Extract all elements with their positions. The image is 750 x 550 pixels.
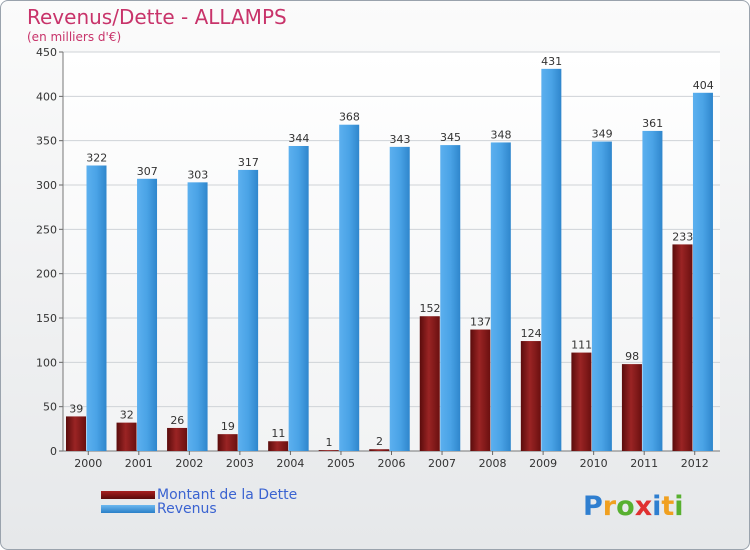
- bar-dette: [419, 316, 440, 451]
- legend-swatch-revenus: [101, 505, 155, 513]
- bar-revenus: [642, 130, 663, 451]
- y-tick-label: 50: [43, 401, 57, 414]
- data-label-revenus: 343: [389, 133, 410, 146]
- bar-dette: [571, 352, 592, 451]
- x-tick-label: 2009: [529, 457, 557, 470]
- data-label-dette: 1: [325, 436, 332, 449]
- bar-revenus: [692, 92, 713, 451]
- x-tick-label: 2006: [378, 457, 406, 470]
- y-tick-label: 400: [36, 90, 57, 103]
- y-tick-label: 350: [36, 135, 57, 148]
- y-tick-label: 250: [36, 223, 57, 236]
- bar-dette: [520, 341, 541, 451]
- y-tick-label: 150: [36, 312, 57, 325]
- data-label-dette: 32: [120, 409, 134, 422]
- data-label-dette: 98: [625, 350, 639, 363]
- logo-letter: o: [616, 491, 635, 522]
- y-tick-label: 450: [36, 46, 57, 59]
- data-label-revenus: 348: [491, 128, 512, 141]
- x-tick-label: 2008: [479, 457, 507, 470]
- data-label-dette: 233: [672, 230, 693, 243]
- data-label-dette: 152: [420, 302, 441, 315]
- x-tick-label: 2012: [681, 457, 709, 470]
- bar-revenus: [490, 142, 511, 451]
- x-tick-label: 2007: [428, 457, 456, 470]
- bar-revenus: [187, 182, 208, 451]
- bar-dette: [318, 450, 339, 451]
- logo-letter: P: [583, 491, 603, 522]
- chart-subtitle: (en milliers d'€): [27, 30, 122, 44]
- bar-revenus: [238, 169, 259, 451]
- proxiti-logo: Proxiti: [583, 491, 684, 522]
- data-label-revenus: 307: [137, 165, 158, 178]
- bar-revenus: [591, 141, 612, 451]
- bar-dette: [621, 364, 642, 451]
- legend-item-revenus: Revenus: [101, 501, 217, 517]
- y-tick-label: 0: [50, 445, 57, 458]
- legend-label-revenus: Revenus: [157, 501, 217, 517]
- x-tick-label: 2003: [226, 457, 254, 470]
- data-label-dette: 137: [470, 316, 491, 329]
- legend-label-dette: Montant de la Dette: [157, 487, 298, 503]
- data-label-revenus: 317: [238, 156, 259, 169]
- data-label-dette: 111: [571, 339, 592, 352]
- data-label-dette: 39: [69, 402, 83, 415]
- bar-revenus: [541, 68, 562, 451]
- x-tick-label: 2004: [276, 457, 304, 470]
- bar-dette: [66, 416, 86, 451]
- bar-revenus: [137, 178, 158, 451]
- bar-revenus: [440, 145, 461, 451]
- data-label-dette: 124: [521, 327, 542, 340]
- data-label-revenus: 404: [693, 79, 714, 92]
- data-label-dette: 26: [170, 414, 184, 427]
- legend-item-dette: Montant de la Dette: [101, 487, 297, 503]
- x-tick-label: 2001: [125, 457, 153, 470]
- bar-revenus: [288, 145, 309, 451]
- x-tick-label: 2010: [580, 457, 608, 470]
- data-label-dette: 2: [376, 435, 383, 448]
- y-tick-label: 200: [36, 268, 57, 281]
- data-label-revenus: 431: [541, 55, 562, 68]
- data-label-dette: 19: [221, 420, 235, 433]
- logo-letter: t: [661, 491, 675, 522]
- data-label-revenus: 303: [187, 168, 208, 181]
- y-tick-label: 300: [36, 179, 57, 192]
- x-tick-label: 2002: [175, 457, 203, 470]
- logo-letter: i: [652, 491, 662, 522]
- x-tick-label: 2000: [74, 457, 102, 470]
- bar-dette: [217, 434, 238, 451]
- data-label-revenus: 361: [642, 117, 663, 130]
- bar-dette: [116, 422, 137, 451]
- bar-dette: [369, 449, 390, 451]
- data-label-revenus: 368: [339, 111, 360, 124]
- bar-dette: [470, 329, 491, 451]
- y-tick-label: 100: [36, 356, 57, 369]
- data-label-revenus: 345: [440, 131, 461, 144]
- data-label-revenus: 322: [86, 151, 107, 164]
- chart-title: Revenus/Dette - ALLAMPS: [27, 5, 287, 29]
- data-label-dette: 11: [271, 427, 285, 440]
- data-label-revenus: 344: [288, 132, 309, 145]
- x-tick-label: 2005: [327, 457, 355, 470]
- bar-dette: [268, 441, 289, 451]
- legend-swatch-dette: [101, 491, 155, 499]
- logo-letter: i: [674, 491, 684, 522]
- x-tick-label: 2011: [630, 457, 658, 470]
- bar-dette: [672, 244, 693, 451]
- data-label-revenus: 349: [592, 128, 613, 141]
- bar-dette: [167, 427, 188, 451]
- bar-revenus: [339, 124, 360, 451]
- logo-letter: x: [634, 491, 653, 522]
- bar-revenus: [389, 146, 410, 451]
- bar-revenus: [86, 165, 107, 451]
- logo-letter: r: [602, 491, 617, 522]
